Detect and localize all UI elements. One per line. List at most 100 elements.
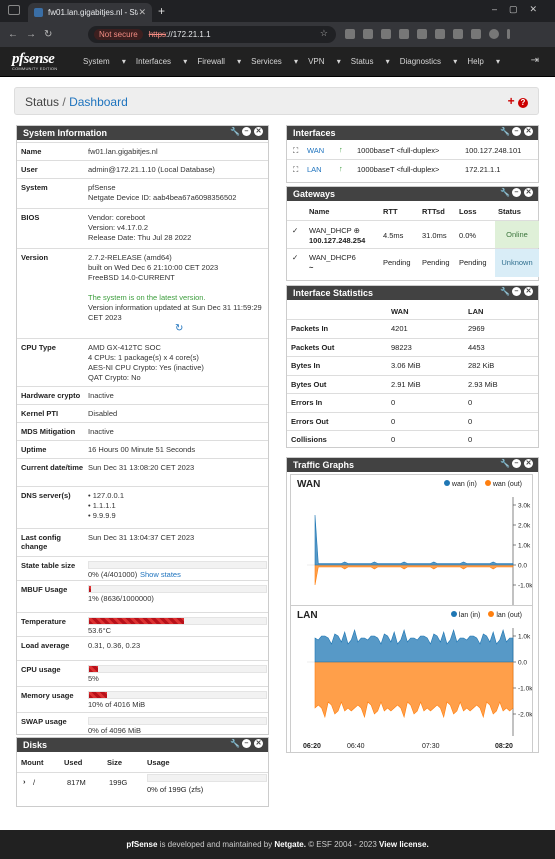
extension-icon[interactable] bbox=[453, 29, 463, 39]
address-bar-row: ← → ↻ Not secure https ://172.21.1.1 ☆ bbox=[0, 22, 555, 47]
pfsense-logo[interactable]: pfsense COMMUNITY EDITION bbox=[12, 51, 74, 73]
show-states-link[interactable]: Show states bbox=[140, 570, 181, 579]
close-icon[interactable]: ✕ bbox=[524, 188, 533, 197]
disk-mount: / bbox=[33, 778, 36, 787]
menu-system[interactable]: System ▾ bbox=[83, 57, 126, 66]
legend-in[interactable]: wan (in) bbox=[443, 480, 477, 488]
wrench-icon[interactable]: 🔧 bbox=[500, 127, 510, 136]
menu-help[interactable]: Help ▾ bbox=[467, 57, 501, 66]
sysinfo-label: BIOS bbox=[21, 213, 40, 222]
add-widget-icon[interactable]: + bbox=[507, 94, 515, 108]
legend-out[interactable]: lan (out) bbox=[488, 611, 522, 619]
logout-icon[interactable]: ⇥ bbox=[530, 55, 539, 66]
extension-icon[interactable] bbox=[381, 29, 391, 39]
gw-wan6-rttsd: Pending bbox=[422, 258, 450, 267]
collapse-icon[interactable]: – bbox=[512, 459, 521, 468]
wrench-icon[interactable]: 🔧 bbox=[230, 127, 240, 136]
extension-icon[interactable] bbox=[417, 29, 427, 39]
y-tick-label: -2.0k bbox=[518, 712, 532, 719]
y-tick-label: 2.0k bbox=[518, 523, 531, 530]
close-icon[interactable]: ✕ bbox=[524, 127, 533, 136]
sysinfo-label: DNS server(s) bbox=[21, 491, 71, 500]
wrench-icon[interactable]: 🔧 bbox=[500, 188, 510, 197]
collapse-icon[interactable]: – bbox=[242, 127, 251, 136]
new-tab-icon[interactable]: + bbox=[158, 4, 166, 18]
extension-icon[interactable] bbox=[399, 29, 409, 39]
sysinfo-label: Memory usage bbox=[21, 691, 74, 700]
y-tick-label: 1.0k bbox=[518, 543, 531, 550]
close-tab-icon[interactable]: ✕ bbox=[138, 7, 146, 17]
legend-out[interactable]: wan (out) bbox=[484, 480, 522, 488]
window-controls[interactable]: –▢✕ bbox=[491, 4, 549, 14]
collapse-icon[interactable]: – bbox=[512, 127, 521, 136]
sysinfo-label: Hardware crypto bbox=[21, 391, 81, 400]
y-tick-label: -1.0k bbox=[518, 686, 532, 693]
close-icon[interactable]: ✕ bbox=[524, 459, 533, 468]
divider bbox=[287, 393, 538, 394]
footer-license-link[interactable]: View license. bbox=[379, 840, 429, 849]
not-secure-badge[interactable]: Not secure bbox=[94, 29, 143, 40]
sysinfo-row: Last config change Sun Dec 31 13:04:37 CE… bbox=[17, 528, 268, 556]
stats-lan: 0 bbox=[468, 435, 473, 444]
close-icon[interactable]: ✕ bbox=[254, 127, 263, 136]
menu-kebab-icon[interactable] bbox=[507, 29, 510, 39]
sysinfo-row: MDS Mitigation Inactive bbox=[17, 422, 268, 440]
wrench-icon[interactable]: 🔧 bbox=[500, 287, 510, 296]
interface-lan-link[interactable]: LAN bbox=[307, 165, 322, 174]
stats-lan: 2969 bbox=[468, 324, 485, 333]
sysinfo-row: SWAP usage 0% of 4096 MiB bbox=[17, 712, 268, 736]
menu-interfaces[interactable]: Interfaces ▾ bbox=[135, 57, 188, 66]
extension-icon[interactable] bbox=[345, 29, 355, 39]
collapse-icon[interactable]: – bbox=[512, 287, 521, 296]
refresh-icon[interactable]: ↻ bbox=[175, 323, 184, 334]
stats-label: Bytes In bbox=[291, 361, 321, 370]
close-icon[interactable]: ✕ bbox=[254, 739, 263, 748]
footer-netgate-link[interactable]: Netgate. bbox=[274, 840, 306, 849]
close-icon[interactable]: ✕ bbox=[524, 287, 533, 296]
stats-lan: 2.93 MiB bbox=[468, 379, 498, 389]
interface-wan-link[interactable]: WAN bbox=[307, 146, 325, 155]
logo-text: pfsense bbox=[12, 51, 55, 67]
sysinfo-row: Uptime 16 Hours 00 Minute 51 Seconds bbox=[17, 440, 268, 458]
legend-in[interactable]: lan (in) bbox=[450, 611, 480, 619]
bookmark-star-icon[interactable]: ☆ bbox=[319, 28, 328, 38]
extension-icon[interactable] bbox=[471, 29, 481, 39]
sysinfo-value: admin@172.21.1.10 (Local Database) bbox=[88, 165, 215, 174]
swap-progress-bar bbox=[88, 717, 267, 725]
sysinfo-row: BIOS Vendor: coreboot Version: v4.17.0.2 … bbox=[17, 208, 268, 248]
sysinfo-label: System bbox=[21, 183, 48, 192]
collapse-icon[interactable]: – bbox=[242, 739, 251, 748]
wrench-icon[interactable]: 🔧 bbox=[500, 459, 510, 468]
wan-traffic-chart: WAN wan (in) wan (out) 3.0k 2.0k 1.0k 0.0 -1… bbox=[290, 474, 533, 622]
breadcrumb-separator: / bbox=[62, 95, 66, 109]
y-tick-label: 1.0k bbox=[518, 634, 531, 641]
tab-list-icon[interactable] bbox=[8, 5, 20, 15]
page-content: Status / Dashboard + ? System Informatio… bbox=[0, 77, 555, 830]
collapse-icon[interactable]: – bbox=[512, 188, 521, 197]
wrench-icon[interactable]: 🔧 bbox=[230, 739, 240, 748]
breadcrumb-dashboard[interactable]: Dashboard bbox=[69, 95, 128, 109]
menu-vpn[interactable]: VPN ▾ bbox=[308, 57, 341, 66]
address-input[interactable]: Not secure https ://172.21.1.1 ☆ bbox=[88, 26, 336, 43]
network-icon: ⛶ bbox=[293, 165, 299, 174]
forward-icon[interactable]: → bbox=[26, 29, 36, 40]
reload-icon[interactable]: ↻ bbox=[44, 29, 53, 40]
extension-icon[interactable] bbox=[435, 29, 445, 39]
stats-wan: 0 bbox=[391, 398, 396, 407]
menu-status[interactable]: Status ▾ bbox=[350, 57, 390, 66]
series-out-area bbox=[314, 564, 514, 586]
menu-firewall[interactable]: Firewall ▾ bbox=[197, 57, 242, 66]
back-icon[interactable]: ← bbox=[8, 29, 18, 40]
help-icon[interactable]: ? bbox=[518, 98, 528, 108]
sysinfo-label: State table size bbox=[21, 561, 76, 570]
extension-icon[interactable] bbox=[363, 29, 373, 39]
menu-diagnostics[interactable]: Diagnostics ▾ bbox=[399, 57, 458, 66]
stats-label: Errors In bbox=[291, 398, 323, 407]
profile-avatar[interactable] bbox=[489, 29, 499, 39]
expand-chevron-icon[interactable]: › bbox=[23, 777, 26, 786]
panel-header: Interface Statistics 🔧 – ✕ bbox=[287, 286, 538, 300]
sysinfo-value: 1% (8636/1000000) bbox=[88, 594, 154, 603]
divider bbox=[287, 319, 538, 320]
browser-tab[interactable]: fw01.lan.gigabitjes.nl - Stat ✕ bbox=[28, 3, 152, 22]
menu-services[interactable]: Services ▾ bbox=[251, 57, 299, 66]
